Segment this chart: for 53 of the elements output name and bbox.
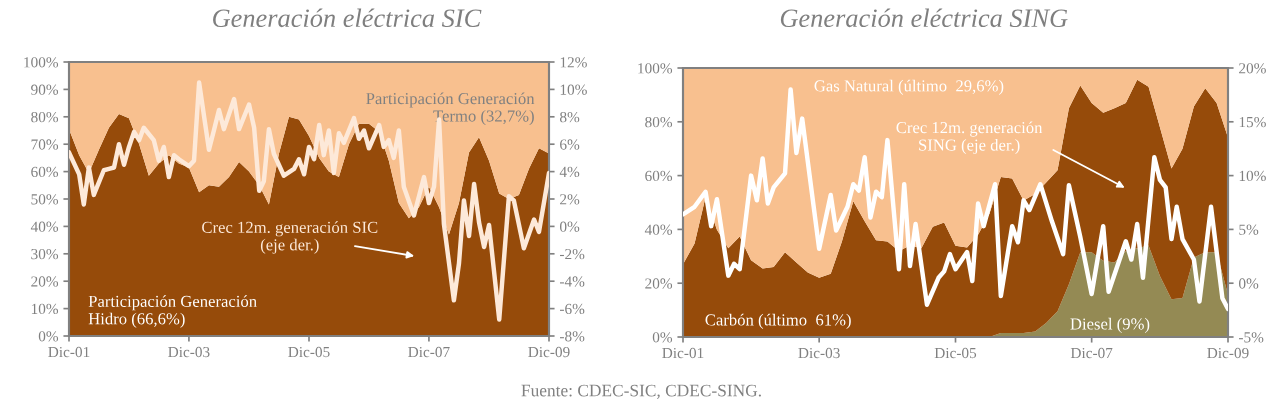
series-label: Diesel (9%)	[1070, 317, 1150, 333]
y2-tick-label: 6%	[560, 139, 580, 150]
text: Crec 12m. generación SIC (eje der.)	[202, 221, 378, 254]
y-tick-label: 50%	[31, 194, 59, 205]
y-tick-label: 70%	[31, 139, 59, 150]
x-tick-label: Dic-07	[408, 346, 450, 358]
x-tick-label: Dic-01	[662, 347, 704, 359]
y2-tick-label: -6%	[559, 303, 585, 315]
y2-tick-label: 0%	[560, 221, 580, 232]
chart-title: Generación eléctrica SING	[780, 8, 1068, 28]
y2-tick-label: 10%	[560, 84, 587, 95]
series-label: Crec 12m. generación SING (eje der.)	[896, 121, 1043, 155]
y-tick-label: 80%	[31, 111, 59, 123]
y2-tick-label: 0%	[1239, 278, 1259, 289]
y-tick-label: 0%	[38, 331, 59, 342]
y2-tick-label: -2%	[559, 248, 585, 260]
x-tick-label: Dic-03	[168, 346, 210, 358]
x-tick-label: Dic-05	[934, 347, 977, 359]
y-tick-label: 0%	[652, 332, 673, 343]
chart-title: Generación eléctrica SIC	[213, 8, 482, 28]
y-tick-label: 40%	[644, 224, 673, 235]
y-tick-label: 20%	[31, 276, 59, 287]
x-tick-label: Dic-09	[528, 346, 570, 358]
y2-tick-label: -8%	[559, 331, 585, 342]
x-tick-label: Dic-01	[48, 346, 90, 358]
y2-tick-label: 10%	[1239, 170, 1266, 182]
series-label: Participación Generación Hidro (66,6%)	[88, 295, 257, 328]
y-tick-label: 60%	[31, 166, 59, 178]
y-tick-label: 60%	[645, 170, 673, 182]
x-tick-label: Dic-03	[798, 347, 840, 359]
y-tick-label: 90%	[31, 84, 59, 95]
y-tick-label: 10%	[31, 303, 59, 315]
y2-tick-label: -5%	[1238, 332, 1264, 343]
y-tick-label: 100%	[638, 63, 673, 74]
series-label: Gas Natural (último 29,6%)	[814, 79, 1004, 95]
y-tick-label: 30%	[31, 248, 59, 260]
y2-tick-label: 4%	[559, 166, 580, 178]
x-tick-label: Dic-09	[1207, 347, 1249, 359]
source-note: Fuente: CDEC-SIC, CDEC-SING.	[521, 384, 761, 399]
y2-tick-label: 12%	[560, 57, 587, 68]
y-tick-label: 20%	[645, 278, 673, 289]
y2-tick-label: 20%	[1239, 63, 1266, 74]
y2-tick-label: 8%	[560, 111, 580, 123]
y2-tick-label: 2%	[560, 194, 580, 205]
series-label: Carbón (último 61%)	[705, 313, 851, 329]
y-tick-label: 40%	[30, 221, 59, 232]
y2-tick-label: -4%	[559, 276, 585, 287]
x-tick-label: Dic-05	[288, 346, 330, 358]
y2-tick-label: 15%	[1239, 116, 1266, 128]
y-tick-label: 80%	[645, 116, 673, 128]
y2-tick-label: 5%	[1239, 224, 1259, 235]
x-tick-label: Dic-07	[1070, 347, 1113, 359]
y-tick-label: 100%	[24, 57, 59, 68]
